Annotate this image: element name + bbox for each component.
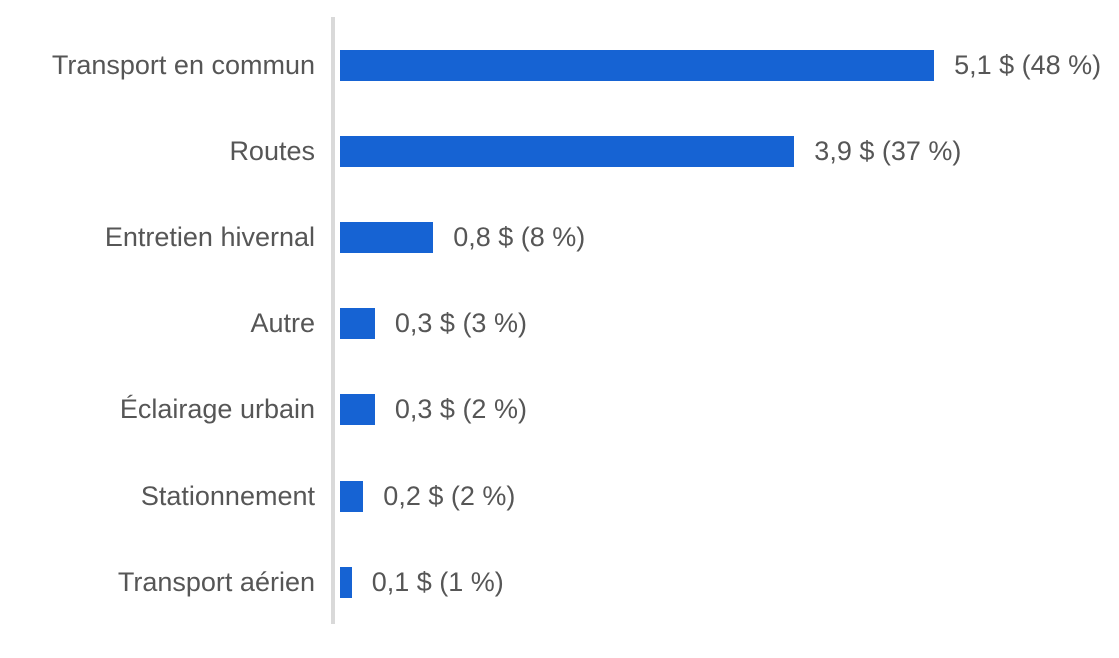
bar	[340, 308, 375, 340]
bar	[340, 221, 434, 253]
chart-rows: Transport en commun 5,1 $ (48 %) Routes …	[0, 22, 1119, 625]
chart-row: Éclairage urbain 0,3 $ (2 %)	[0, 367, 1119, 453]
category-label: Stationnement	[140, 480, 315, 511]
y-axis-line	[331, 17, 335, 624]
value-label: 3,9 $ (37 %)	[814, 135, 962, 166]
chart-row: Entretien hivernal 0,8 $ (8 %)	[0, 194, 1119, 280]
value-label: 0,8 $ (8 %)	[453, 221, 586, 252]
value-label: 0,3 $ (2 %)	[394, 394, 527, 425]
category-label: Éclairage urbain	[119, 394, 315, 425]
category-label: Autre	[250, 308, 315, 339]
value-label: 0,1 $ (1 %)	[371, 566, 504, 597]
value-label: 0,2 $ (2 %)	[383, 480, 516, 511]
chart-row: Autre 0,3 $ (3 %)	[0, 281, 1119, 367]
chart-row: Transport aérien 0,1 $ (1 %)	[0, 539, 1119, 625]
chart-row: Routes 3,9 $ (37 %)	[0, 108, 1119, 194]
chart-row: Transport en commun 5,1 $ (48 %)	[0, 22, 1119, 108]
bar	[340, 394, 375, 426]
bar	[340, 49, 935, 81]
category-label: Transport en commun	[51, 49, 315, 80]
category-label: Transport aérien	[117, 566, 315, 597]
category-label: Entretien hivernal	[104, 221, 315, 252]
value-label: 5,1 $ (48 %)	[954, 49, 1102, 80]
bar	[340, 135, 795, 167]
chart-row: Stationnement 0,2 $ (2 %)	[0, 453, 1119, 539]
category-label: Routes	[229, 135, 315, 166]
bar	[340, 566, 352, 598]
value-label: 0,3 $ (3 %)	[394, 308, 527, 339]
bar	[340, 480, 364, 512]
